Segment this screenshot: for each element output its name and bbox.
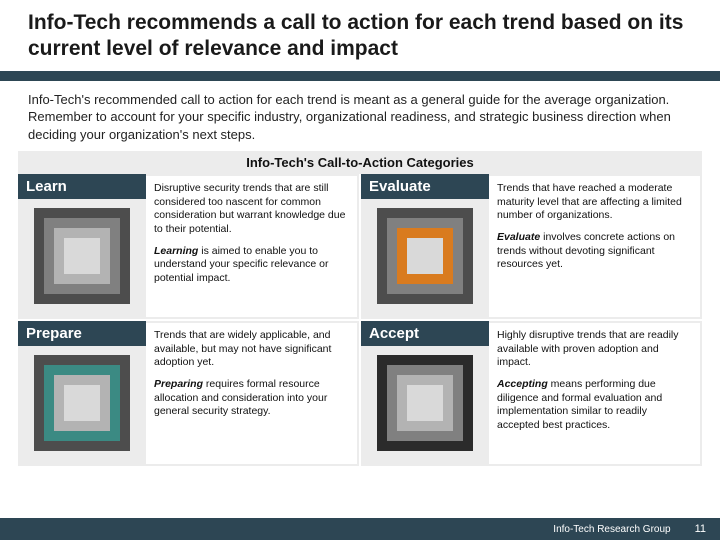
desc-prepare-p2: Preparing requires formal resource alloc…	[154, 378, 347, 419]
desc-accept-p2: Accepting means performing due diligence…	[497, 378, 690, 433]
cell-evaluate: Evaluate Trends that have reached a moder…	[361, 174, 702, 319]
square-prepare-3	[64, 385, 100, 421]
label-col-evaluate: Evaluate	[361, 174, 489, 319]
label-col-prepare: Prepare	[18, 321, 146, 466]
label-col-learn: Learn	[18, 174, 146, 319]
section-header: Info-Tech's Call-to-Action Categories	[18, 151, 702, 174]
concentric-evaluate	[361, 202, 489, 317]
desc-evaluate-em: Evaluate	[497, 231, 540, 243]
label-learn: Learn	[18, 174, 146, 199]
cell-prepare: Prepare Trends that are widely applicable…	[18, 321, 359, 466]
square-learn-3	[64, 238, 100, 274]
desc-learn-p1: Disruptive security trends that are stil…	[154, 182, 347, 237]
desc-accept-em: Accepting	[497, 378, 548, 390]
desc-prepare: Trends that are widely applicable, and a…	[146, 323, 357, 464]
square-evaluate-3	[407, 238, 443, 274]
desc-accept: Highly disruptive trends that are readil…	[489, 323, 700, 464]
desc-prepare-em: Preparing	[154, 378, 203, 390]
footer-org: Info-Tech Research Group	[553, 524, 670, 535]
cell-learn: Learn Disruptive security trends that are…	[18, 174, 359, 319]
title-rule	[0, 71, 720, 81]
page-title: Info-Tech recommends a call to action fo…	[28, 10, 692, 63]
concentric-prepare	[18, 349, 146, 464]
desc-accept-p1: Highly disruptive trends that are readil…	[497, 329, 690, 370]
label-evaluate: Evaluate	[361, 174, 489, 199]
desc-learn-p2: Learning is aimed to enable you to under…	[154, 245, 347, 286]
label-accept: Accept	[361, 321, 489, 346]
desc-learn: Disruptive security trends that are stil…	[146, 176, 357, 317]
cell-accept: Accept Highly disruptive trends that are …	[361, 321, 702, 466]
desc-evaluate-p1: Trends that have reached a moderate matu…	[497, 182, 690, 223]
desc-prepare-p1: Trends that are widely applicable, and a…	[154, 329, 347, 370]
intro-text: Info-Tech's recommended call to action f…	[0, 81, 720, 152]
category-grid: Learn Disruptive security trends that are…	[0, 174, 720, 466]
label-prepare: Prepare	[18, 321, 146, 346]
footer-page: 11	[695, 523, 706, 535]
label-col-accept: Accept	[361, 321, 489, 466]
footer-bar: Info-Tech Research Group 11	[0, 518, 720, 540]
desc-learn-em: Learning	[154, 245, 198, 257]
desc-evaluate-p2: Evaluate involves concrete actions on tr…	[497, 231, 690, 272]
concentric-learn	[18, 202, 146, 317]
concentric-accept	[361, 349, 489, 464]
square-accept-3	[407, 385, 443, 421]
title-band: Info-Tech recommends a call to action fo…	[0, 0, 720, 69]
desc-evaluate: Trends that have reached a moderate matu…	[489, 176, 700, 317]
